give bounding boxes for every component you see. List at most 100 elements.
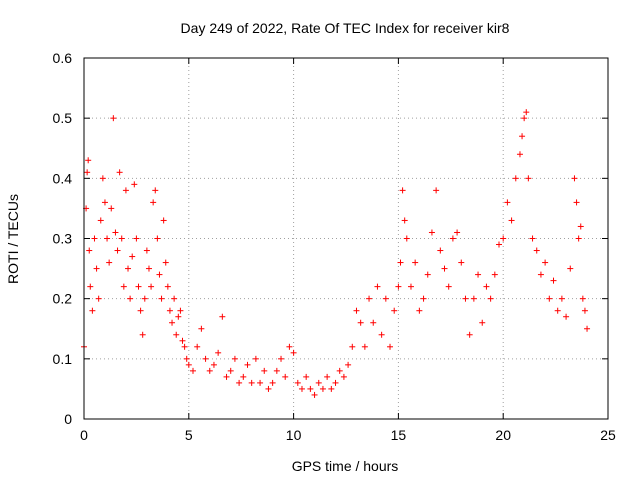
data-point (403, 235, 410, 242)
y-axis-label: ROTI / TECUs (5, 194, 21, 284)
x-tick-label: 5 (185, 427, 193, 443)
data-point (525, 175, 532, 182)
data-point (89, 307, 96, 314)
data-point (349, 343, 356, 350)
data-point (328, 385, 335, 392)
data-point (391, 307, 398, 314)
grid-lines (84, 58, 608, 419)
data-point (437, 247, 444, 254)
data-point (112, 229, 119, 236)
data-point (219, 313, 226, 320)
data-point (307, 385, 314, 392)
data-point (491, 271, 498, 278)
data-point (101, 199, 108, 206)
data-point (428, 229, 435, 236)
data-point (150, 199, 157, 206)
data-point (395, 283, 402, 290)
data-point (483, 283, 490, 290)
data-point (311, 391, 318, 398)
y-tick-label: 0.3 (53, 231, 73, 247)
data-point (95, 295, 102, 302)
x-tick-label: 10 (286, 427, 302, 443)
data-point (166, 307, 173, 314)
data-point (85, 157, 92, 164)
data-point (542, 259, 549, 266)
data-point (137, 307, 144, 314)
data-point (445, 283, 452, 290)
data-point (558, 295, 565, 302)
data-point (353, 307, 360, 314)
data-point (122, 187, 129, 194)
data-point (120, 283, 127, 290)
data-point (303, 373, 310, 380)
data-point (86, 247, 93, 254)
data-point (227, 367, 234, 374)
data-point (131, 181, 138, 188)
data-point (135, 283, 142, 290)
y-tick-label: 0.1 (53, 351, 73, 367)
data-point (210, 361, 217, 368)
data-point (162, 259, 169, 266)
data-point (345, 361, 352, 368)
data-point (500, 235, 507, 242)
data-point (257, 379, 264, 386)
data-point (533, 247, 540, 254)
data-point (156, 271, 163, 278)
data-point (185, 361, 192, 368)
data-point (401, 217, 408, 224)
data-point (315, 379, 322, 386)
data-point (387, 343, 394, 350)
data-point (546, 295, 553, 302)
data-point (521, 115, 528, 122)
data-point (252, 355, 259, 362)
data-point (336, 367, 343, 374)
data-point (579, 295, 586, 302)
data-point (189, 367, 196, 374)
data-point (133, 235, 140, 242)
data-point (215, 349, 222, 356)
data-point (244, 361, 251, 368)
data-point (420, 295, 427, 302)
data-point (441, 265, 448, 272)
data-point (160, 217, 167, 224)
data-point (399, 187, 406, 194)
data-point (537, 271, 544, 278)
axis-ticks: 0 5 10 15 20 25 0 0.1 0.2 0.3 0.4 0.5 0.6 (53, 50, 616, 443)
data-point (148, 283, 155, 290)
data-point (412, 259, 419, 266)
data-point (240, 373, 247, 380)
data-point (324, 373, 331, 380)
y-tick-label: 0.4 (53, 170, 73, 186)
data-point (104, 235, 111, 242)
data-point (143, 247, 150, 254)
data-point (508, 217, 515, 224)
data-point (366, 295, 373, 302)
data-points (81, 109, 591, 398)
data-point (577, 223, 584, 230)
data-point (523, 109, 530, 116)
data-point (475, 271, 482, 278)
data-point (164, 283, 171, 290)
data-point (87, 283, 94, 290)
data-point (449, 235, 456, 242)
data-point (278, 355, 285, 362)
data-point (286, 343, 293, 350)
data-point (97, 217, 104, 224)
data-point (114, 247, 121, 254)
data-point (223, 373, 230, 380)
data-point (125, 265, 132, 272)
data-point (202, 355, 209, 362)
data-point (145, 265, 152, 272)
data-point (519, 133, 526, 140)
data-point (91, 235, 98, 242)
data-point (361, 343, 368, 350)
data-point (584, 325, 591, 332)
data-point (504, 199, 511, 206)
data-point (118, 235, 125, 242)
data-point (154, 235, 161, 242)
data-point (378, 331, 385, 338)
data-point (479, 319, 486, 326)
data-point (127, 295, 134, 302)
data-point (294, 379, 301, 386)
